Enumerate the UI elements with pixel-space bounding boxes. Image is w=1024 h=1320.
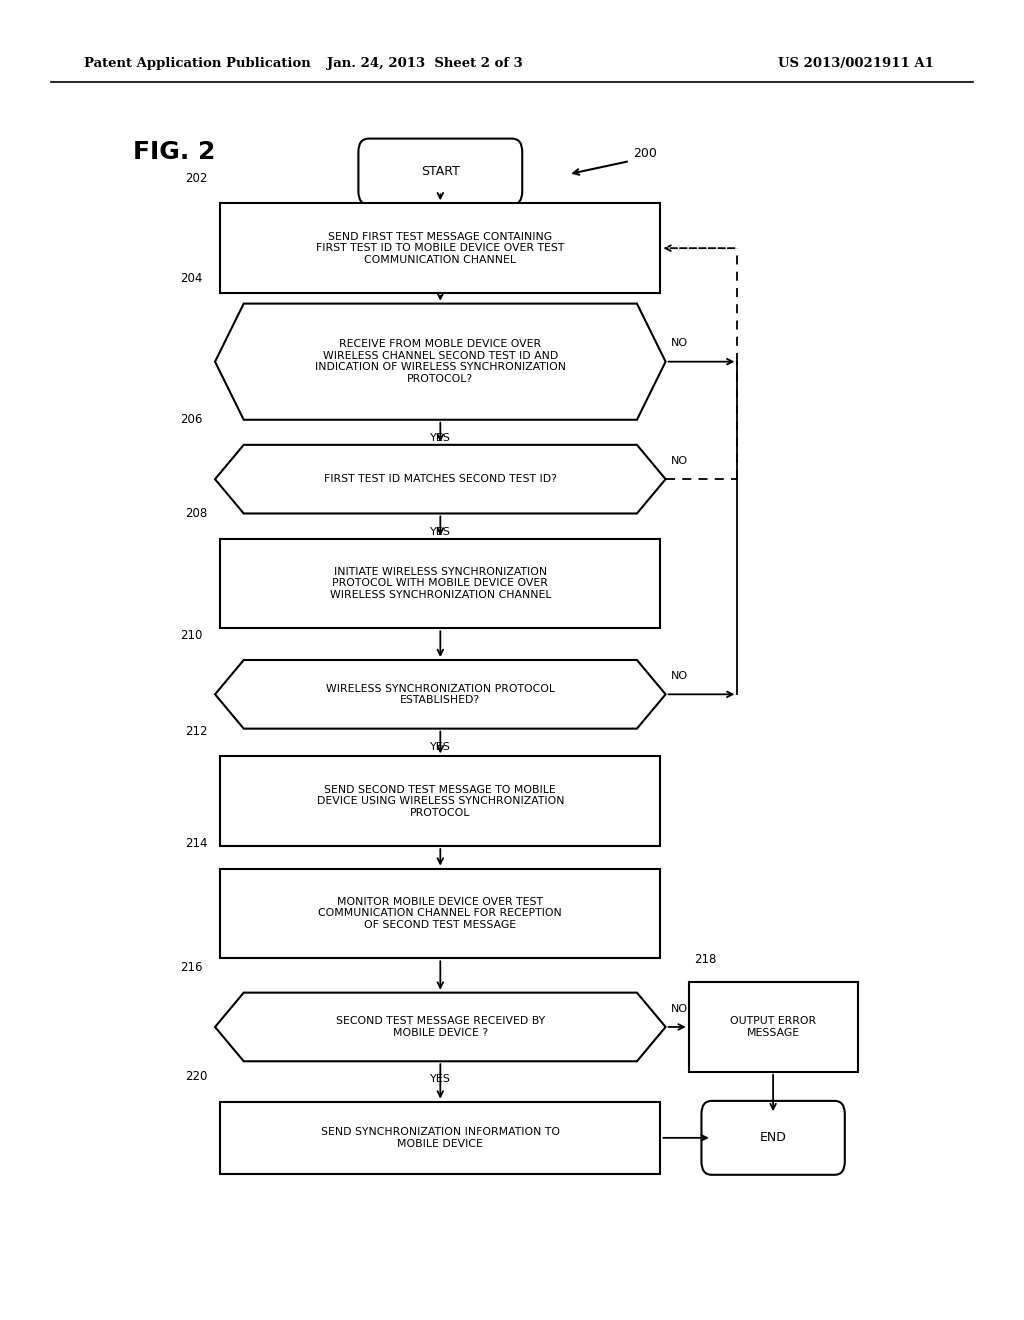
- Text: SECOND TEST MESSAGE RECEIVED BY
MOBILE DEVICE ?: SECOND TEST MESSAGE RECEIVED BY MOBILE D…: [336, 1016, 545, 1038]
- Text: NO: NO: [671, 671, 688, 681]
- Text: 204: 204: [180, 272, 203, 285]
- Text: FIRST TEST ID MATCHES SECOND TEST ID?: FIRST TEST ID MATCHES SECOND TEST ID?: [324, 474, 557, 484]
- Polygon shape: [215, 993, 666, 1061]
- Text: 216: 216: [180, 961, 203, 974]
- Bar: [220, 756, 660, 846]
- Text: NO: NO: [671, 455, 688, 466]
- Text: FIG. 2: FIG. 2: [133, 140, 215, 164]
- FancyBboxPatch shape: [358, 139, 522, 205]
- Text: SEND SYNCHRONIZATION INFORMATION TO
MOBILE DEVICE: SEND SYNCHRONIZATION INFORMATION TO MOBI…: [321, 1127, 560, 1148]
- Text: SEND FIRST TEST MESSAGE CONTAINING
FIRST TEST ID TO MOBILE DEVICE OVER TEST
COMM: SEND FIRST TEST MESSAGE CONTAINING FIRST…: [316, 231, 564, 265]
- Text: RECEIVE FROM MOBLE DEVICE OVER
WIRELESS CHANNEL SECOND TEST ID AND
INDICATION OF: RECEIVE FROM MOBLE DEVICE OVER WIRELESS …: [314, 339, 566, 384]
- Text: MONITOR MOBILE DEVICE OVER TEST
COMMUNICATION CHANNEL FOR RECEPTION
OF SECOND TE: MONITOR MOBILE DEVICE OVER TEST COMMUNIC…: [318, 896, 562, 931]
- FancyBboxPatch shape: [701, 1101, 845, 1175]
- Text: 208: 208: [185, 507, 208, 520]
- Bar: [220, 203, 660, 293]
- Text: 212: 212: [185, 725, 208, 738]
- Text: 200: 200: [633, 147, 656, 160]
- Text: Jan. 24, 2013  Sheet 2 of 3: Jan. 24, 2013 Sheet 2 of 3: [327, 57, 523, 70]
- Text: Patent Application Publication: Patent Application Publication: [84, 57, 310, 70]
- Text: 202: 202: [185, 172, 208, 185]
- Text: YES: YES: [430, 1074, 451, 1085]
- Text: START: START: [421, 165, 460, 178]
- Text: NO: NO: [671, 1003, 688, 1014]
- Polygon shape: [215, 660, 666, 729]
- Bar: [688, 982, 858, 1072]
- Text: 214: 214: [185, 837, 208, 850]
- Bar: [220, 1101, 660, 1175]
- Text: SEND SECOND TEST MESSAGE TO MOBILE
DEVICE USING WIRELESS SYNCHRONIZATION
PROTOCO: SEND SECOND TEST MESSAGE TO MOBILE DEVIC…: [316, 784, 564, 818]
- Text: NO: NO: [671, 338, 688, 348]
- Text: 220: 220: [185, 1071, 208, 1082]
- Text: INITIATE WIRELESS SYNCHRONIZATION
PROTOCOL WITH MOBILE DEVICE OVER
WIRELESS SYNC: INITIATE WIRELESS SYNCHRONIZATION PROTOC…: [330, 566, 551, 601]
- Text: WIRELESS SYNCHRONIZATION PROTOCOL
ESTABLISHED?: WIRELESS SYNCHRONIZATION PROTOCOL ESTABL…: [326, 684, 555, 705]
- Text: OUTPUT ERROR
MESSAGE: OUTPUT ERROR MESSAGE: [730, 1016, 816, 1038]
- Text: YES: YES: [430, 433, 451, 444]
- Text: 210: 210: [180, 628, 203, 642]
- Text: YES: YES: [430, 742, 451, 752]
- Text: US 2013/0021911 A1: US 2013/0021911 A1: [778, 57, 934, 70]
- Text: END: END: [760, 1131, 786, 1144]
- Text: YES: YES: [430, 527, 451, 537]
- Text: 218: 218: [694, 953, 716, 966]
- Bar: [220, 539, 660, 628]
- Polygon shape: [215, 304, 666, 420]
- Bar: [220, 869, 660, 958]
- Polygon shape: [215, 445, 666, 513]
- Text: 206: 206: [180, 413, 203, 426]
